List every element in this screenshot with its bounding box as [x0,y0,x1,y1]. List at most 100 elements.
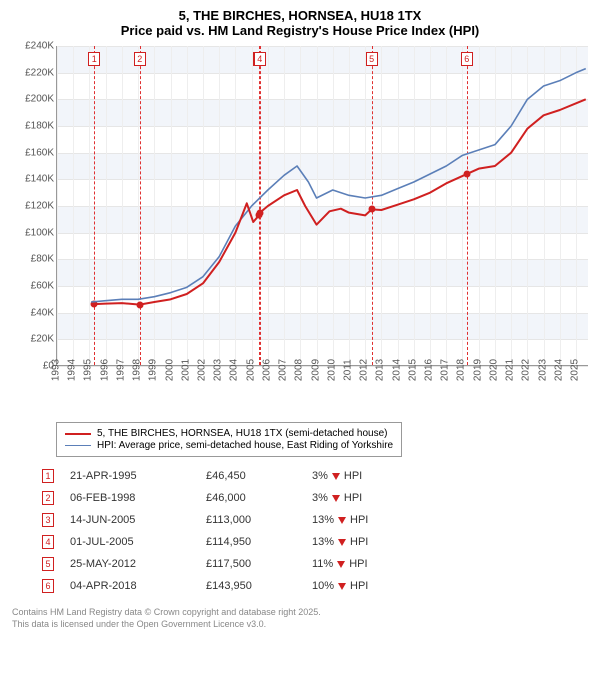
y-tick-label: £240K [25,41,54,52]
x-tick-label: 1997 [115,359,126,381]
x-tick-label: 2025 [570,359,581,381]
x-tick-label: 1996 [99,359,110,381]
y-tick-label: £220K [25,67,54,78]
legend-swatch [65,433,91,435]
x-tick-label: 2008 [294,359,305,381]
x-tick-label: 2004 [229,359,240,381]
y-tick-label: £80K [31,254,54,265]
arrow-down-icon [332,473,340,480]
title-address: 5, THE BIRCHES, HORNSEA, HU18 1TX [12,8,588,23]
sales-index-box: 2 [42,491,54,505]
sales-row: 6 04-APR-2018 £143,950 10%HPI [42,575,588,597]
series-svg [57,46,589,366]
sales-date: 04-APR-2018 [70,580,190,592]
sales-date: 21-APR-1995 [70,470,190,482]
x-tick-label: 2007 [278,359,289,381]
arrow-down-icon [338,539,346,546]
sales-price: £143,950 [206,580,296,592]
sales-price: £113,000 [206,514,296,526]
sales-row: 1 21-APR-1995 £46,450 3%HPI [42,465,588,487]
sales-delta: 13%HPI [312,514,392,526]
x-tick-label: 2020 [488,359,499,381]
y-tick-label: £100K [25,227,54,238]
chart-title: 5, THE BIRCHES, HORNSEA, HU18 1TX Price … [12,8,588,38]
x-tick-label: 2003 [213,359,224,381]
x-tick-label: 2018 [456,359,467,381]
x-tick-label: 1993 [51,359,62,381]
x-tick-label: 2005 [245,359,256,381]
x-tick-label: 2010 [326,359,337,381]
sales-delta: 3%HPI [312,492,392,504]
x-tick-label: 2015 [407,359,418,381]
x-axis: 1993199419951996199719981999200020012002… [56,366,588,416]
sales-price: £46,000 [206,492,296,504]
y-tick-label: £160K [25,147,54,158]
sales-index-box: 1 [42,469,54,483]
sales-delta: 13%HPI [312,536,392,548]
sales-row: 3 14-JUN-2005 £113,000 13%HPI [42,509,588,531]
x-tick-label: 2002 [196,359,207,381]
x-tick-label: 2021 [505,359,516,381]
y-tick-label: £140K [25,174,54,185]
sales-delta: 10%HPI [312,580,392,592]
x-tick-label: 2016 [424,359,435,381]
footnote-line1: Contains HM Land Registry data © Crown c… [12,607,588,619]
sales-row: 4 01-JUL-2005 £114,950 13%HPI [42,531,588,553]
sales-delta: 3%HPI [312,470,392,482]
arrow-down-icon [337,561,345,568]
legend-label: 5, THE BIRCHES, HORNSEA, HU18 1TX (semi-… [97,428,387,439]
x-tick-label: 1995 [83,359,94,381]
x-tick-label: 2019 [472,359,483,381]
sales-row: 2 06-FEB-1998 £46,000 3%HPI [42,487,588,509]
x-tick-label: 2009 [310,359,321,381]
x-tick-label: 2011 [342,359,353,381]
sales-price: £46,450 [206,470,296,482]
y-tick-label: £40K [31,307,54,318]
sales-index-box: 5 [42,557,54,571]
legend-row: 5, THE BIRCHES, HORNSEA, HU18 1TX (semi-… [65,428,393,439]
x-tick-label: 2013 [375,359,386,381]
legend: 5, THE BIRCHES, HORNSEA, HU18 1TX (semi-… [56,422,402,457]
x-tick-label: 1994 [67,359,78,381]
series-price_paid [94,99,585,304]
y-tick-label: £180K [25,121,54,132]
y-tick-label: £60K [31,281,54,292]
arrow-down-icon [338,517,346,524]
sales-price: £114,950 [206,536,296,548]
footnote-line2: This data is licensed under the Open Gov… [12,619,588,631]
sales-date: 25-MAY-2012 [70,558,190,570]
sales-delta: 11%HPI [312,558,392,570]
x-tick-label: 1999 [148,359,159,381]
sales-price: £117,500 [206,558,296,570]
y-tick-label: £20K [31,334,54,345]
x-tick-label: 2001 [180,359,191,381]
x-tick-label: 2017 [440,359,451,381]
title-subtitle: Price paid vs. HM Land Registry's House … [12,23,588,38]
arrow-down-icon [338,583,346,590]
x-tick-label: 2014 [391,359,402,381]
sales-row: 5 25-MAY-2012 £117,500 11%HPI [42,553,588,575]
sales-date: 06-FEB-1998 [70,492,190,504]
y-tick-label: £120K [25,201,54,212]
sales-index-box: 3 [42,513,54,527]
y-tick-label: £200K [25,94,54,105]
sales-index-box: 4 [42,535,54,549]
x-tick-label: 2024 [553,359,564,381]
arrow-down-icon [332,495,340,502]
x-tick-label: 2022 [521,359,532,381]
sales-date: 01-JUL-2005 [70,536,190,548]
legend-label: HPI: Average price, semi-detached house,… [97,440,393,451]
legend-row: HPI: Average price, semi-detached house,… [65,440,393,451]
x-tick-label: 1998 [132,359,143,381]
legend-swatch [65,445,91,446]
x-tick-label: 2006 [261,359,272,381]
footnote: Contains HM Land Registry data © Crown c… [12,607,588,630]
x-tick-label: 2023 [537,359,548,381]
x-tick-label: 2000 [164,359,175,381]
sales-table: 1 21-APR-1995 £46,450 3%HPI 2 06-FEB-1998 £46,… [42,465,588,597]
chart-area: £0£20K£40K£60K£80K£100K£120K£140K£160K£1… [12,46,588,416]
x-tick-label: 2012 [359,359,370,381]
series-hpi [91,69,586,302]
sales-date: 14-JUN-2005 [70,514,190,526]
sales-index-box: 6 [42,579,54,593]
